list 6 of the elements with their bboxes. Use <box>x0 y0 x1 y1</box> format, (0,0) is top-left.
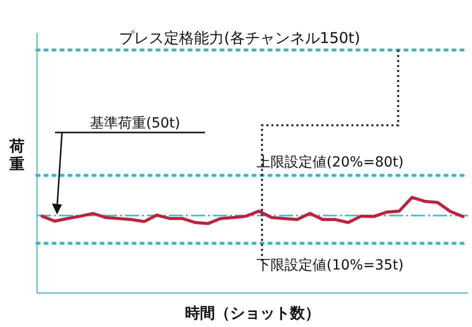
annotation: 下限設定値(10%=35t) <box>256 257 404 274</box>
y-axis-title: 荷重 <box>8 137 24 173</box>
text: 上限設定値(20%=80t) <box>256 154 404 170</box>
text: プレス定格能力(各チャンネル150t) <box>118 29 360 48</box>
x-axis-title: 時間（ショット数） <box>185 304 320 322</box>
text: 基準荷重(50t) <box>90 116 180 132</box>
